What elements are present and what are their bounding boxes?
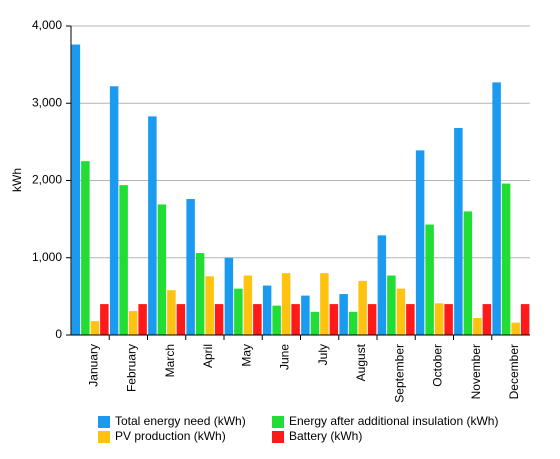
bar xyxy=(262,285,272,335)
bar xyxy=(425,224,434,335)
bar xyxy=(205,276,214,335)
x-tick-label: January xyxy=(86,344,100,387)
y-tick-label: 1,000 xyxy=(32,250,62,264)
x-tick-label: November xyxy=(469,344,483,399)
legend-swatch xyxy=(272,416,284,428)
bar xyxy=(482,304,492,335)
legend-swatch xyxy=(272,431,284,443)
bar xyxy=(301,295,310,335)
bar xyxy=(501,183,511,335)
bar xyxy=(291,304,300,335)
legend: Total energy need (kWh) Energy after addi… xyxy=(98,414,498,443)
legend-label: Battery (kWh) xyxy=(289,429,362,443)
bar xyxy=(520,304,530,335)
bar xyxy=(329,304,339,335)
legend-swatch xyxy=(98,416,110,428)
bar xyxy=(463,211,473,335)
bar xyxy=(119,185,128,335)
bars xyxy=(71,44,530,335)
bar xyxy=(90,321,100,335)
bar xyxy=(377,235,387,335)
bar xyxy=(281,273,291,335)
y-axis-label: kWh xyxy=(10,168,24,192)
bar xyxy=(195,253,205,335)
bar xyxy=(454,127,463,335)
bar xyxy=(128,311,138,335)
bar xyxy=(186,199,195,335)
bar xyxy=(320,273,329,335)
y-tick-label: 4,000 xyxy=(32,18,62,32)
bar xyxy=(415,150,425,335)
bar xyxy=(224,257,234,335)
bar xyxy=(492,82,501,335)
y-tick-label: 2,000 xyxy=(32,173,62,187)
gridlines xyxy=(66,25,530,340)
bar xyxy=(243,275,253,335)
bar xyxy=(71,44,81,335)
bar xyxy=(348,311,358,335)
bar xyxy=(138,304,147,335)
bar xyxy=(157,204,167,335)
bar xyxy=(434,303,444,335)
bar xyxy=(358,280,367,335)
bar xyxy=(473,318,482,335)
axes xyxy=(70,26,530,336)
bar xyxy=(339,294,348,335)
bar xyxy=(214,304,224,335)
bar xyxy=(387,275,396,335)
bar xyxy=(253,304,262,335)
bar xyxy=(310,311,320,335)
x-tick-label: August xyxy=(354,343,368,381)
bar xyxy=(367,304,377,335)
bar xyxy=(444,304,453,335)
bar xyxy=(406,304,415,335)
x-tick-label: February xyxy=(125,344,139,392)
x-tick-label: July xyxy=(316,344,330,365)
bar xyxy=(396,288,406,335)
bar xyxy=(176,304,186,335)
bar xyxy=(81,161,90,335)
x-tick-label: April xyxy=(201,344,215,368)
legend-label: PV production (kWh) xyxy=(115,429,226,443)
bar xyxy=(272,305,281,335)
legend-label: Energy after additional insulation (kWh) xyxy=(289,414,498,428)
x-tick-label: June xyxy=(278,344,292,370)
legend-swatch xyxy=(98,431,110,443)
x-tick-label: October xyxy=(431,344,445,387)
bar xyxy=(148,116,157,335)
bar xyxy=(100,304,109,335)
bar xyxy=(511,322,520,335)
y-tick-label: 3,000 xyxy=(32,95,62,109)
bar xyxy=(234,288,243,335)
y-tick-labels: 0 1,000 2,000 3,000 4,000 xyxy=(32,18,62,341)
bar xyxy=(167,290,176,335)
x-tick-label: December xyxy=(507,344,521,399)
legend-label: Total energy need (kWh) xyxy=(115,414,246,428)
x-tick-label: March xyxy=(163,344,177,377)
y-tick-label: 0 xyxy=(55,327,62,341)
x-tick-label: May xyxy=(239,344,253,367)
x-tick-label: September xyxy=(392,344,406,403)
bar xyxy=(109,86,119,335)
x-tick-labels: January February March April May June July Augu… xyxy=(86,343,521,402)
